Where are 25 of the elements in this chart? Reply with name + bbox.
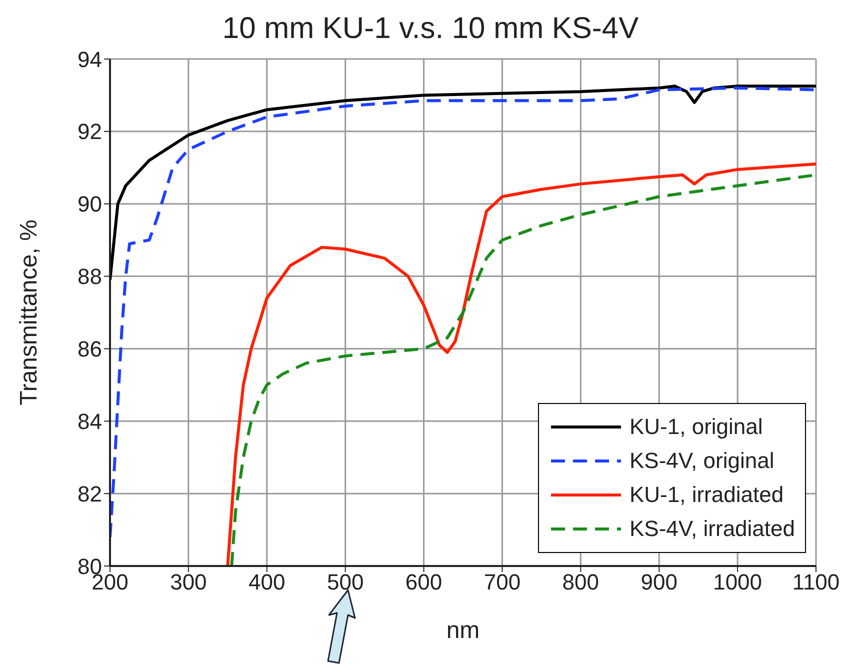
y-tick-label: 82 (78, 481, 102, 506)
y-tick-label: 84 (78, 408, 102, 434)
y-tick-label: 92 (78, 119, 102, 144)
x-tick-label: 300 (170, 570, 207, 595)
y-tick-label: 88 (78, 264, 102, 290)
legend-label: KS-4V, original (629, 448, 774, 474)
line-series (110, 84, 816, 282)
x-tick-label: 600 (405, 570, 442, 595)
x-tick-label: 900 (640, 570, 678, 595)
y-axis-title: Transmittance, % (16, 220, 43, 406)
chart-title: 10 mm KU-1 v.s. 10 mm KS-4V (221, 12, 640, 46)
line-series (110, 86, 816, 539)
x-tick-label: 400 (248, 570, 286, 595)
x-tick-label: 1100 (792, 570, 840, 595)
legend-label: KU-1, original (629, 414, 763, 440)
legend-label: KS-4V, irradiated (629, 516, 795, 542)
x-tick-label: 500 (326, 570, 364, 595)
x-tick-label: 1000 (713, 570, 762, 595)
x-axis-title: nm (446, 617, 480, 644)
y-tick-label: 94 (78, 46, 102, 72)
y-tick-label: 90 (78, 192, 102, 217)
x-tick-label: 800 (562, 570, 600, 595)
x-tick-label: 700 (484, 570, 521, 595)
y-tick-label: 86 (78, 336, 102, 362)
legend-label: KU-1, irradiated (629, 482, 784, 508)
